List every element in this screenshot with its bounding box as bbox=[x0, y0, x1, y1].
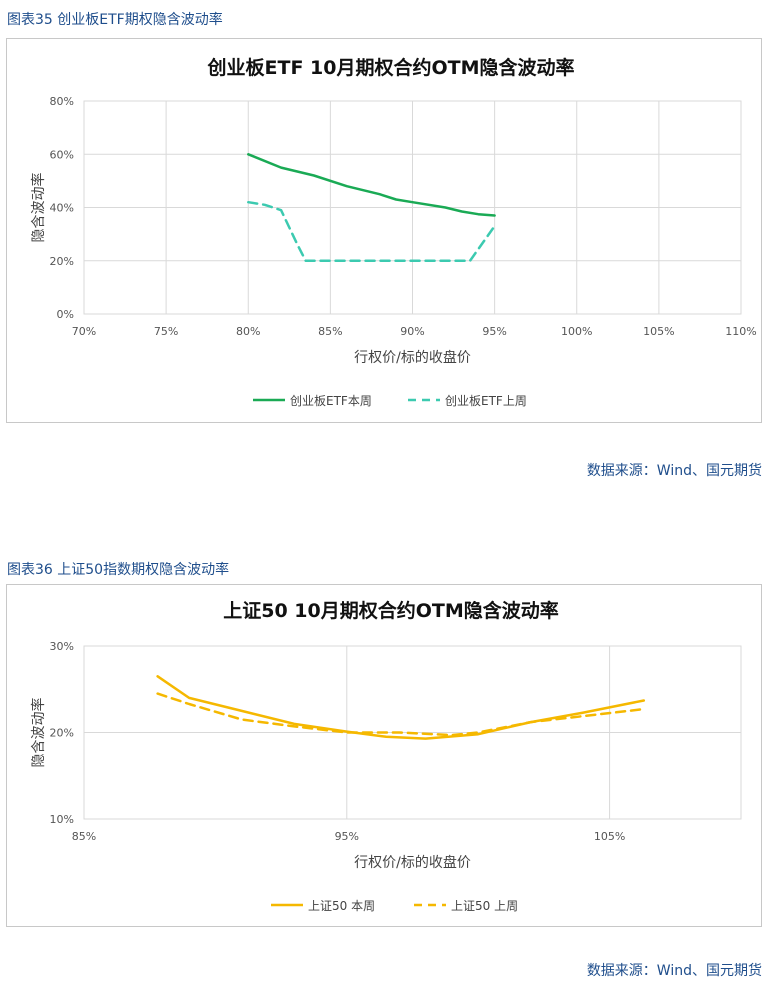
y-axis-label: 隐含波动率 bbox=[30, 698, 47, 768]
x-tick-label: 100% bbox=[561, 325, 592, 338]
x-tick-label: 110% bbox=[725, 325, 756, 338]
chart-container-2: 上证50 10月期权合约OTM隐含波动率 85% 95% 105% 10% 20% 30% 行… bbox=[6, 584, 762, 927]
chart-title: 创业板ETF 10月期权合约OTM隐含波动率 bbox=[207, 56, 575, 79]
y-tick-label: 30% bbox=[50, 640, 74, 653]
x-tick-label: 75% bbox=[154, 325, 178, 338]
x-tick-label: 70% bbox=[72, 325, 96, 338]
y-tick-label: 20% bbox=[50, 727, 74, 740]
y-tick-label: 0% bbox=[57, 308, 74, 321]
chart-container-1: 创业板ETF 10月期权合约OTM隐含波动率 70% 75% 80% 85% 90% 95%… bbox=[6, 38, 762, 423]
x-tick-label: 95% bbox=[335, 830, 359, 843]
x-tick-label: 90% bbox=[400, 325, 424, 338]
series-line-1 bbox=[156, 675, 646, 740]
y-axis-label: 隐含波动率 bbox=[30, 173, 47, 243]
legend-label-1: 上证50 本周 bbox=[308, 899, 375, 913]
chart-2-svg: 上证50 10月期权合约OTM隐含波动率 85% 95% 105% 10% 20% 30% 行… bbox=[30, 599, 742, 913]
y-tick-label: 40% bbox=[50, 202, 74, 215]
series-line-2 bbox=[247, 200, 496, 263]
y-tick-label: 80% bbox=[50, 95, 74, 108]
x-tick-label: 105% bbox=[643, 325, 674, 338]
x-tick-label: 80% bbox=[236, 325, 260, 338]
y-tick-label: 20% bbox=[50, 255, 74, 268]
series-line-1 bbox=[247, 153, 496, 217]
chart-title: 上证50 10月期权合约OTM隐含波动率 bbox=[223, 599, 559, 622]
source-note-2: 数据来源：Wind、国元期货 bbox=[586, 963, 762, 979]
x-axis-label: 行权价/标的收盘价 bbox=[354, 349, 471, 366]
x-tick-label: 105% bbox=[594, 830, 625, 843]
x-tick-label: 85% bbox=[72, 830, 96, 843]
x-axis-label: 行权价/标的收盘价 bbox=[354, 854, 471, 871]
legend-label-2: 创业板ETF上周 bbox=[445, 394, 527, 408]
legend-label-2: 上证50 上周 bbox=[451, 899, 518, 913]
source-note-1: 数据来源：Wind、国元期货 bbox=[586, 463, 762, 479]
figure-caption-1: 图表35 创业板ETF期权隐含波动率 bbox=[7, 12, 223, 28]
y-tick-label: 10% bbox=[50, 813, 74, 826]
x-tick-label: 95% bbox=[482, 325, 506, 338]
x-tick-label: 85% bbox=[318, 325, 342, 338]
figure-caption-2: 图表36 上证50指数期权隐含波动率 bbox=[7, 562, 230, 578]
chart-1-svg: 创业板ETF 10月期权合约OTM隐含波动率 70% 75% 80% 85% 90% 95%… bbox=[30, 56, 757, 408]
y-tick-label: 60% bbox=[50, 148, 74, 161]
legend-label-1: 创业板ETF本周 bbox=[290, 394, 372, 408]
series-line-2 bbox=[156, 692, 646, 737]
